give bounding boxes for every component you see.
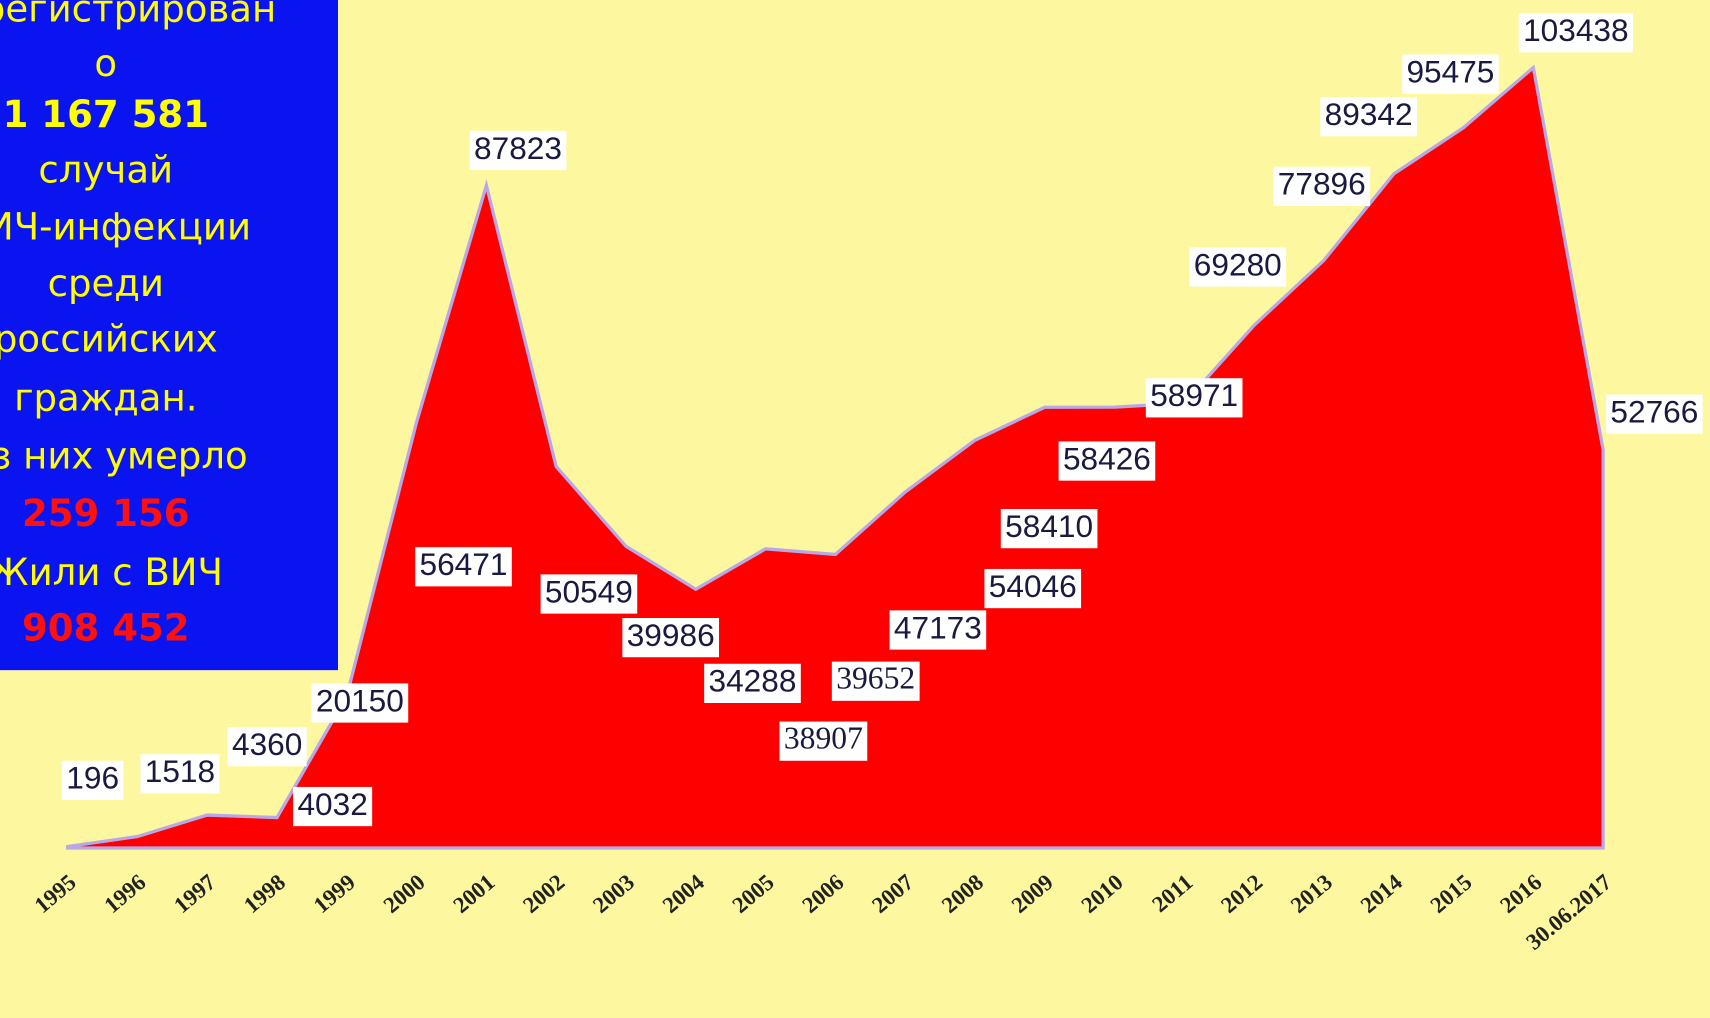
panel-line: 1 167 581 bbox=[3, 93, 209, 136]
value-label: 58410 bbox=[1005, 508, 1093, 544]
value-label-box bbox=[415, 547, 512, 587]
value-label: 58971 bbox=[1150, 377, 1238, 413]
value-label-box bbox=[831, 661, 920, 701]
panel-line: о bbox=[94, 42, 117, 85]
value-label: 89342 bbox=[1325, 96, 1413, 132]
value-label-box bbox=[1518, 13, 1633, 53]
value-label-box bbox=[540, 574, 638, 614]
value-label-box bbox=[1189, 247, 1287, 287]
value-label: 39652 bbox=[836, 660, 915, 695]
panel-line: среди bbox=[48, 262, 164, 305]
value-label-box bbox=[984, 568, 1082, 609]
panel-line: 908 452 bbox=[22, 606, 190, 649]
value-label: 196 bbox=[66, 760, 119, 796]
value-label-box bbox=[227, 726, 307, 767]
value-label-box bbox=[1402, 54, 1499, 94]
value-label: 20150 bbox=[316, 682, 404, 718]
value-label: 77896 bbox=[1278, 166, 1366, 202]
panel-box bbox=[0, 0, 339, 671]
value-label-box bbox=[889, 610, 987, 650]
value-label: 4360 bbox=[232, 726, 302, 762]
panel-line: Из них умерло bbox=[0, 434, 248, 477]
value-label-box bbox=[469, 130, 567, 171]
value-label-box bbox=[1145, 378, 1243, 418]
value-label-box bbox=[1320, 97, 1417, 137]
value-label: 39986 bbox=[627, 617, 715, 653]
panel-line: граждан. bbox=[14, 377, 197, 420]
value-label-box bbox=[1058, 441, 1156, 481]
value-label-box bbox=[61, 760, 124, 801]
value-label-box bbox=[704, 663, 801, 704]
value-label: 58426 bbox=[1063, 440, 1151, 476]
area bbox=[65, 64, 1605, 850]
value-label: 52766 bbox=[1610, 394, 1698, 430]
value-label-box bbox=[1273, 166, 1371, 206]
value-label-box bbox=[1000, 509, 1098, 549]
panel-line: Зарегистрирован bbox=[0, 0, 276, 30]
value-label: 54046 bbox=[989, 568, 1077, 604]
panel-line: 259 156 bbox=[22, 492, 190, 535]
value-label: 95475 bbox=[1406, 53, 1494, 89]
panel-line: Жили с ВИЧ bbox=[0, 551, 223, 594]
value-label-box bbox=[311, 683, 409, 723]
value-label: 47173 bbox=[894, 609, 982, 645]
value-label-box bbox=[622, 617, 720, 658]
value-label-box bbox=[779, 721, 868, 761]
value-label: 34288 bbox=[709, 663, 797, 699]
value-label: 87823 bbox=[474, 130, 562, 166]
value-label: 56471 bbox=[420, 546, 508, 582]
value-label-box bbox=[140, 754, 220, 794]
panel-line: случай bbox=[38, 149, 173, 192]
panel-line: российских bbox=[0, 318, 218, 361]
value-label: 1518 bbox=[145, 753, 215, 789]
panel-line: ВИЧ-инфекции bbox=[0, 205, 251, 248]
value-label: 69280 bbox=[1194, 246, 1282, 282]
value-label: 4032 bbox=[297, 786, 367, 822]
value-label: 38907 bbox=[784, 720, 863, 755]
value-label: 103438 bbox=[1523, 12, 1629, 48]
value-label: 50549 bbox=[545, 573, 633, 609]
info-panel: Зарегистрирован о 1 167 581 случай ВИЧ-инфек… bbox=[0, 0, 339, 671]
value-label-box bbox=[1606, 394, 1703, 434]
value-label-box bbox=[293, 786, 373, 827]
